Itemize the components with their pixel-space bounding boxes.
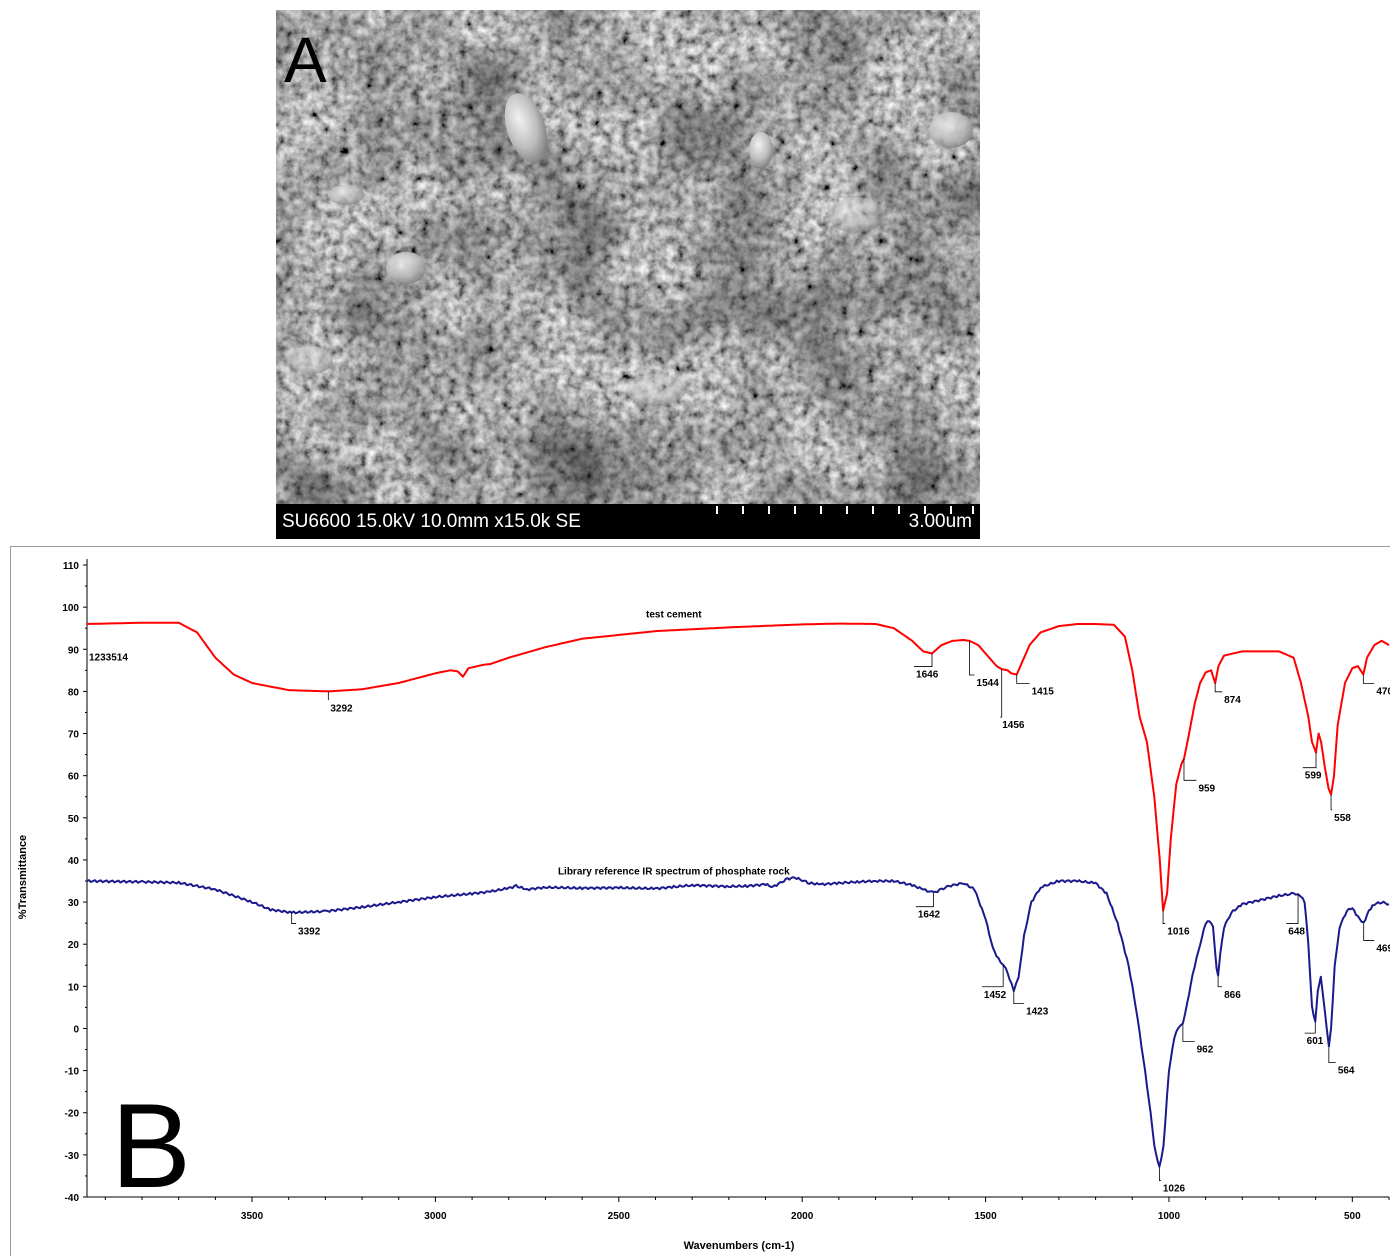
peak-label: 1026 xyxy=(1163,1184,1186,1195)
peak-leader-line xyxy=(914,653,933,667)
peak-label: 1642 xyxy=(918,910,941,921)
peak-label: 1423 xyxy=(1026,1007,1049,1018)
peak-label: 1233514 xyxy=(89,653,128,664)
peak-label: 558 xyxy=(1334,813,1351,824)
y-tick-label: 10 xyxy=(68,982,80,993)
peak-leader-line xyxy=(1362,674,1375,684)
peak-leader-line xyxy=(1182,1024,1195,1042)
y-tick-label: -20 xyxy=(65,1109,80,1120)
panel-a-label: A xyxy=(284,24,327,96)
peak-label: 962 xyxy=(1197,1045,1214,1056)
ir-spectrum-chart: 1101009080706050403020100-10-20-30-40350… xyxy=(17,559,1390,1252)
peak-label: 648 xyxy=(1288,927,1305,938)
peak-label: 866 xyxy=(1224,990,1241,1001)
peak-leader-line xyxy=(981,965,1004,988)
peak-label: 1016 xyxy=(1167,927,1190,938)
peak-label: 470 xyxy=(1376,686,1390,697)
y-axis-title: %Transmittance xyxy=(17,835,29,919)
peak-label: 599 xyxy=(1305,771,1322,782)
peak-label: 3292 xyxy=(330,703,353,714)
peak-leader-line xyxy=(1304,1022,1316,1034)
series-title: test cement xyxy=(646,610,702,621)
axes: 1101009080706050403020100-10-20-30-40350… xyxy=(62,559,1390,1222)
y-tick-label: -10 xyxy=(65,1067,80,1078)
peak-leader-line xyxy=(915,892,934,908)
sem-info-text: SU6600 15.0kV 10.0mm x15.0k SE xyxy=(282,511,581,532)
series-title: Library reference IR spectrum of phospha… xyxy=(558,867,790,878)
peak-label: 1544 xyxy=(977,678,1000,689)
panel-b-label: B xyxy=(111,1079,191,1213)
peak-label: 469 xyxy=(1376,943,1390,954)
x-tick-label: 2000 xyxy=(791,1211,814,1222)
peak-label: 1452 xyxy=(984,990,1007,1001)
peak-leader-line xyxy=(1217,975,1223,988)
x-tick-label: 500 xyxy=(1344,1211,1361,1222)
y-tick-label: 50 xyxy=(68,814,80,825)
peak-label: 3392 xyxy=(298,927,321,938)
y-tick-label: 20 xyxy=(68,940,80,951)
peak-leader-line xyxy=(1286,893,1299,924)
peak-leader-line xyxy=(1016,674,1030,684)
peak-label: 959 xyxy=(1198,783,1215,794)
y-tick-label: 0 xyxy=(73,1024,79,1035)
sem-micrograph-image xyxy=(276,10,980,504)
series-layer xyxy=(86,621,1390,1168)
peak-leader-line xyxy=(291,912,297,924)
x-tick-label: 3000 xyxy=(424,1211,447,1222)
x-tick-label: 3500 xyxy=(241,1211,264,1222)
y-tick-label: 80 xyxy=(68,687,80,698)
peak-label: 874 xyxy=(1224,695,1241,706)
peak-label: 601 xyxy=(1307,1036,1324,1047)
x-tick-label: 1000 xyxy=(1158,1211,1181,1222)
y-tick-label: -40 xyxy=(65,1193,80,1204)
ir-spectrum-panel: 110 100 90 80 70 60 50 40 30 20 10 0 -10 -20 -30 -40 350… xyxy=(10,546,1390,1256)
series-line-test-cement xyxy=(86,621,1390,912)
peak-label: 564 xyxy=(1338,1066,1355,1077)
peak-leader-line xyxy=(969,640,975,676)
peak-leader-line xyxy=(1159,1167,1161,1181)
peak-label: 1415 xyxy=(1032,686,1055,697)
peak-leader-line xyxy=(1000,669,1003,718)
y-tick-label: 40 xyxy=(68,856,80,867)
sem-micrograph-panel: A SU6600 15.0kV 10.0mm x15.0k SE 3.00um xyxy=(276,10,980,539)
peak-leader-line xyxy=(1162,910,1166,924)
x-axis-title: Wavenumbers (cm-1) xyxy=(684,1240,795,1252)
peak-label: 1646 xyxy=(916,670,939,681)
peak-leader-line xyxy=(1328,1047,1336,1063)
y-tick-label: 100 xyxy=(62,603,79,614)
y-tick-label: 30 xyxy=(68,898,80,909)
sem-info-bar: SU6600 15.0kV 10.0mm x15.0k SE 3.00um xyxy=(276,504,980,539)
peak-leader-line xyxy=(1013,990,1025,1005)
y-tick-label: -30 xyxy=(65,1151,80,1162)
y-tick-label: 110 xyxy=(63,561,80,572)
peak-leader-line xyxy=(1302,752,1317,769)
series-line-phosphate-rock xyxy=(86,876,1390,1168)
peak-leader-line xyxy=(1330,794,1333,811)
x-tick-label: 2500 xyxy=(608,1211,631,1222)
peak-label: 1456 xyxy=(1002,720,1025,731)
sem-scale-bar xyxy=(716,506,976,516)
peak-leader-line xyxy=(1363,923,1375,941)
peak-leader-line xyxy=(1214,682,1223,693)
y-tick-label: 60 xyxy=(68,772,80,783)
sem-scale-label: 3.00um xyxy=(908,511,972,532)
x-tick-label: 1500 xyxy=(974,1211,997,1222)
peak-labels-layer: test cement Library reference IR spectrum… xyxy=(89,610,1390,1195)
y-tick-label: 70 xyxy=(68,730,80,741)
y-tick-label: 90 xyxy=(68,645,80,656)
peak-leader-line xyxy=(1183,758,1197,781)
